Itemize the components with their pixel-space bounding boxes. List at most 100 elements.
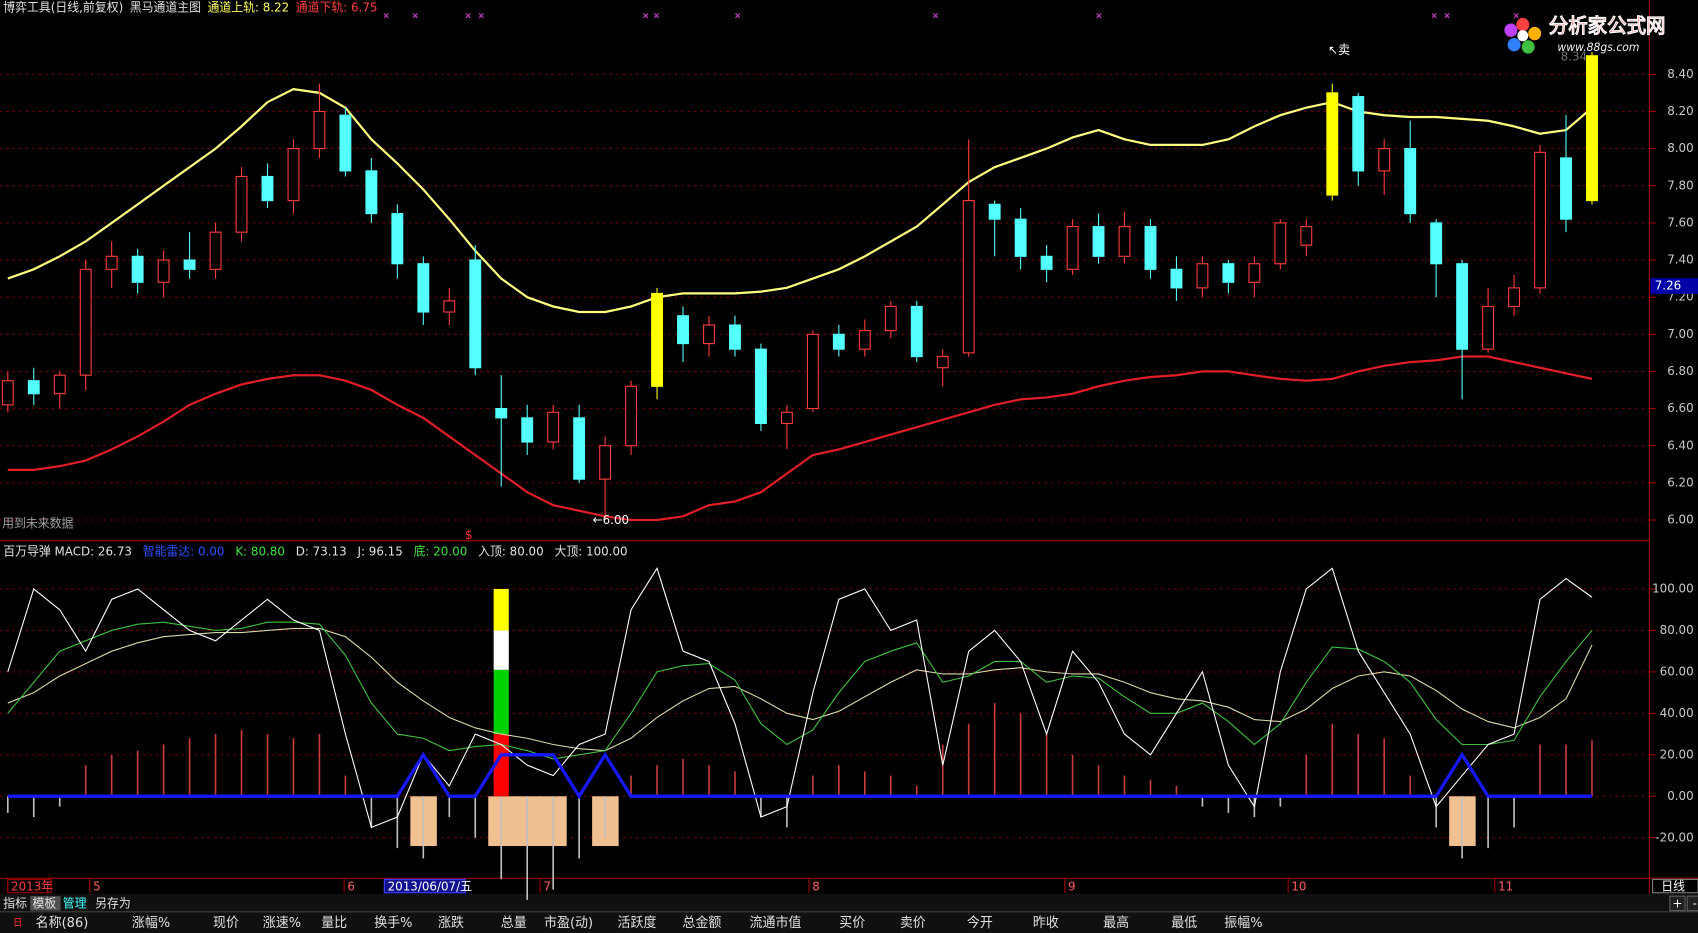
tab[interactable]: 另存为 (95, 896, 131, 910)
candle-body (1352, 96, 1365, 172)
row-marker: 日 (13, 918, 23, 929)
y-tick-label: 6.20 (1667, 475, 1693, 489)
column-header[interactable]: 今开 (967, 915, 993, 931)
candle-body (780, 411, 793, 424)
candle-body (729, 324, 741, 350)
tab-bg (30, 896, 61, 911)
price-tag-label: 7.26 (1655, 278, 1681, 292)
candle-body (651, 292, 663, 387)
x-tick-label: 7 (543, 880, 551, 894)
candle-body (1482, 305, 1495, 350)
candle-body (884, 305, 897, 332)
candle-body (1, 380, 14, 406)
button-box[interactable] (1686, 895, 1698, 912)
candle-body (1222, 263, 1235, 283)
annotation: ←6.00 (593, 513, 629, 527)
column-header[interactable]: 市盈(动) (544, 914, 593, 931)
candle-body (1456, 263, 1469, 350)
column-header[interactable]: 名称(86) (36, 915, 89, 931)
header-item: K: 80.80 (235, 544, 285, 558)
candle-body (339, 114, 352, 172)
candle-body (1586, 55, 1598, 202)
candle-body (1404, 148, 1417, 215)
period-box (1652, 878, 1698, 894)
column-header[interactable]: 总量 (501, 915, 527, 931)
column-header[interactable]: 量比 (321, 915, 347, 931)
candle-body (105, 255, 118, 270)
button-box[interactable] (1669, 895, 1686, 912)
button[interactable]: - (1693, 896, 1697, 910)
column-header[interactable]: 振幅% (1224, 915, 1262, 931)
button[interactable]: + (1672, 896, 1682, 910)
signal-cross (932, 13, 939, 19)
candle-body (1274, 222, 1287, 265)
petal-center (1517, 30, 1529, 42)
y-tick-label: 7.60 (1667, 215, 1693, 229)
column-header[interactable]: 涨速% (263, 915, 301, 931)
candle-body (131, 255, 144, 283)
column-header[interactable]: 最高 (1103, 914, 1129, 931)
signal-cross (1513, 13, 1519, 19)
candle-body (988, 203, 1001, 220)
signal-cross (1431, 13, 1437, 19)
column-header[interactable]: 换手% (374, 915, 412, 931)
candle-body (469, 259, 482, 369)
candle-body (1170, 268, 1183, 289)
x-tick-label: 9 (1068, 880, 1076, 894)
header-item: J: 96.15 (356, 544, 402, 558)
petal (1528, 26, 1542, 41)
candle-body (1092, 226, 1105, 257)
signal-cross (465, 13, 471, 19)
y-tick-label: 8.00 (1667, 141, 1693, 155)
tab[interactable]: 指标 (3, 895, 27, 910)
x-tick-box (7, 878, 52, 894)
candle-body (521, 417, 534, 443)
candle-body (209, 231, 222, 270)
candle-body (1300, 226, 1313, 246)
candle-body (1066, 226, 1079, 270)
annotation: ↖卖 (1328, 43, 1350, 57)
candle-body (754, 348, 767, 424)
flag: $ (465, 528, 473, 542)
candle-body (962, 200, 975, 354)
candle-body (1040, 255, 1053, 270)
rocket-segment (493, 734, 509, 797)
bottom-bar (0, 893, 1698, 933)
header-item: 通道上轨: 8.22 (207, 0, 289, 14)
petal (1516, 17, 1530, 32)
candle-body (1196, 263, 1209, 289)
column-header[interactable]: 买价 (839, 915, 865, 931)
logo-url: www.88gs.com (1557, 41, 1639, 54)
candle-body (183, 259, 196, 270)
period[interactable]: 日线 (1661, 880, 1685, 894)
column-header[interactable]: 活跃度 (618, 915, 657, 931)
y-tick-label: 6.40 (1667, 438, 1693, 452)
column-header[interactable]: 卖价 (900, 915, 926, 931)
column-header[interactable]: 总金额 (682, 915, 721, 931)
column-header[interactable]: 涨幅% (132, 915, 170, 931)
line (7, 567, 1593, 829)
line (7, 751, 1593, 800)
y-tick-label: 7.80 (1667, 178, 1693, 192)
y-tick-label: 6.60 (1667, 401, 1693, 415)
candle-body (806, 333, 819, 410)
column-header[interactable]: 现价 (213, 916, 239, 931)
column-header[interactable]: 流通市值 (749, 914, 801, 931)
rocket-segment (493, 669, 509, 735)
candle-body (832, 333, 845, 350)
column-header[interactable]: 涨跌 (438, 915, 464, 931)
candle-body (443, 300, 456, 313)
y-tick-label: -20.00 (1655, 830, 1693, 844)
y-tick-label: 8.40 (1667, 67, 1693, 81)
signal-cross (643, 13, 649, 19)
column-header[interactable]: 最低 (1171, 915, 1197, 931)
column-header[interactable]: 昨收 (1033, 915, 1059, 931)
x-tick-label: 6 (347, 880, 355, 894)
candle-body (495, 408, 508, 419)
x-tick-label: 2013年 (11, 880, 53, 894)
tab[interactable]: 模板 (32, 896, 56, 910)
header-item: 黑马通道主图 (130, 0, 201, 14)
tab[interactable]: 管理 (63, 895, 87, 910)
header-item: 通道下轨: 6.75 (296, 0, 378, 14)
candle-body (1560, 157, 1572, 220)
